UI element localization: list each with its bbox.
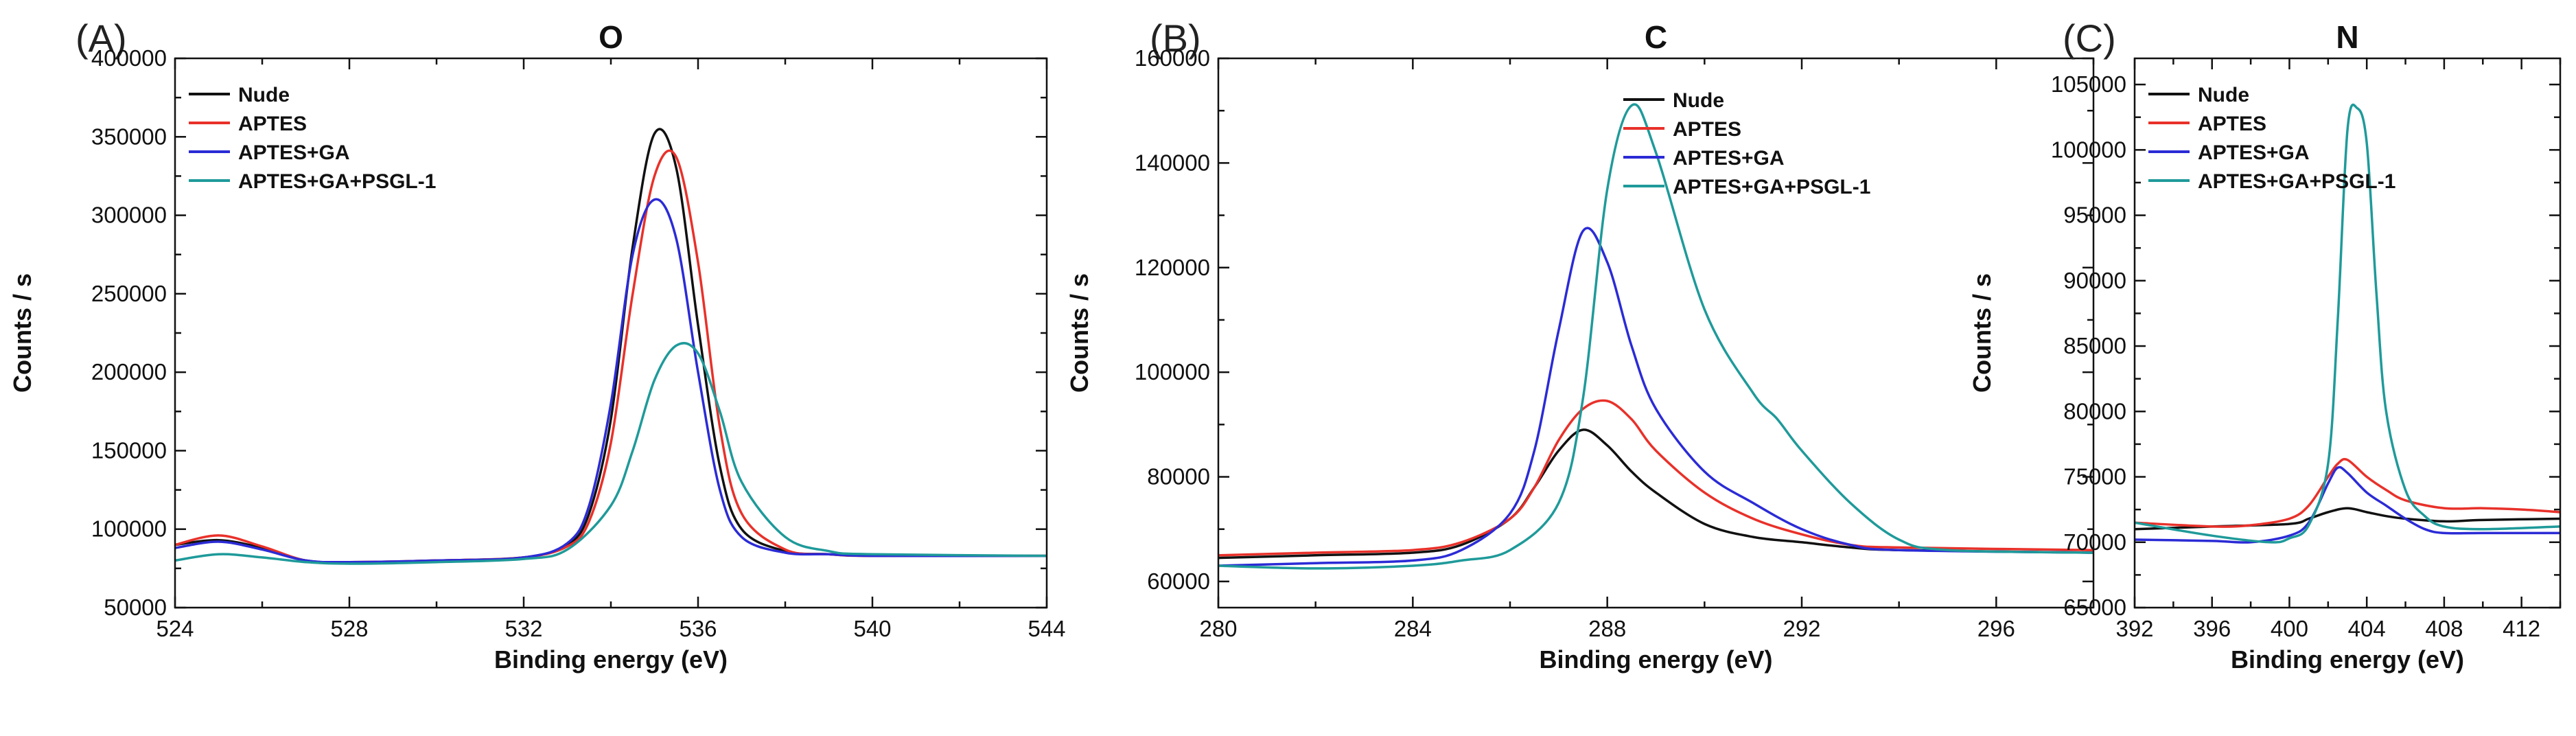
y-tick-label: 75000	[2063, 464, 2126, 490]
plot-frame	[1217, 57, 2095, 609]
chart-title: N	[2336, 19, 2358, 55]
x-tick-label: 280	[1199, 616, 1237, 641]
chart-panel-1: (B) C 280 284 288 292 296 60000 80000 100000 12000…	[1065, 16, 2095, 674]
x-tick-label: 296	[1977, 616, 2015, 641]
legend-label: Nude	[2198, 84, 2249, 106]
y-tick-label: 70000	[2063, 529, 2126, 555]
x-tick-label: 408	[2425, 616, 2463, 641]
chart-title: C	[1645, 19, 1667, 55]
legend-label: Nude	[238, 84, 290, 106]
y-axis-label: Counts / s	[1065, 273, 1093, 393]
y-tick-label: 105000	[2051, 71, 2126, 97]
x-tick-label: 536	[679, 616, 717, 641]
series-line-aptes-ga	[1218, 227, 2093, 567]
legend-label: APTES	[238, 113, 307, 135]
x-tick-label: 404	[2348, 616, 2386, 641]
series-line-aptes-ga-psgl-1	[2135, 103, 2560, 544]
series-line-aptes	[175, 149, 1047, 564]
y-tick-label: 140000	[1135, 150, 1210, 175]
x-tick-label: 524	[156, 616, 194, 641]
y-tick-label: 300000	[91, 203, 167, 228]
x-axis-label: Binding energy (eV)	[494, 645, 728, 674]
x-tick-label: 528	[330, 616, 368, 641]
y-tick-label: 100000	[91, 516, 167, 542]
legend-label: APTES+GA+PSGL-1	[238, 170, 436, 193]
x-tick-label: 392	[2115, 616, 2153, 641]
y-tick-label: 100000	[2051, 137, 2126, 162]
chart-panel-2: (C) N 392 396 400 404 408 412 65000 70000 75000 800…	[1968, 16, 2562, 674]
y-tick-label: 80000	[1147, 464, 1210, 490]
chart-title: O	[599, 19, 623, 55]
x-tick-label: 400	[2271, 616, 2308, 641]
x-tick-label: 288	[1588, 616, 1626, 641]
legend-label: APTES	[2198, 113, 2266, 135]
legend-label: Nude	[1673, 89, 1724, 112]
series-line-aptes-ga	[175, 198, 1047, 564]
y-tick-label: 95000	[2063, 203, 2126, 228]
x-tick-label: 284	[1394, 616, 1432, 641]
legend-label: APTES+GA	[2198, 141, 2310, 164]
series-line-aptes-ga-psgl-1	[175, 342, 1047, 565]
series-line-aptes-ga	[2135, 465, 2560, 544]
x-tick-label: 540	[853, 616, 891, 641]
series-line-aptes	[1218, 399, 2093, 557]
y-tick-label: 65000	[2063, 595, 2126, 620]
panel-letter: (C)	[2063, 16, 2116, 60]
y-tick-label: 400000	[91, 45, 167, 71]
panel-letter: (A)	[76, 16, 127, 60]
y-axis-label: Counts / s	[8, 273, 36, 393]
legend-label: APTES+GA	[238, 141, 350, 164]
y-tick-label: 160000	[1135, 45, 1210, 71]
plot-frame	[2133, 57, 2562, 609]
y-axis-label: Counts / s	[1968, 273, 1996, 393]
x-tick-label: 292	[1783, 616, 1820, 641]
legend-label: APTES+GA+PSGL-1	[2198, 170, 2395, 193]
chart-panel-0: (A) O 524 528 532 536 540 544 50000 100000 150000 2…	[8, 16, 1066, 674]
x-tick-label: 412	[2503, 616, 2540, 641]
x-axis-label: Binding energy (eV)	[2231, 645, 2464, 674]
series-line-nude	[175, 128, 1047, 564]
series-line-aptes-ga-psgl-1	[1218, 103, 2093, 570]
y-tick-label: 200000	[91, 359, 167, 384]
y-tick-label: 90000	[2063, 268, 2126, 293]
series-line-aptes	[2135, 458, 2560, 528]
y-tick-label: 85000	[2063, 333, 2126, 358]
y-tick-label: 80000	[2063, 398, 2126, 424]
y-tick-label: 50000	[104, 595, 167, 620]
plot-frame	[174, 57, 1048, 609]
legend-label: APTES+GA	[1673, 147, 1785, 170]
y-tick-label: 350000	[91, 124, 167, 149]
y-tick-label: 150000	[91, 437, 167, 463]
x-tick-label: 532	[504, 616, 542, 641]
legend-label: APTES+GA+PSGL-1	[1673, 176, 1870, 198]
x-axis-label: Binding energy (eV)	[1539, 645, 1772, 674]
panel-letter: (B)	[1150, 16, 1201, 60]
y-tick-label: 250000	[91, 281, 167, 306]
x-tick-label: 544	[1028, 616, 1065, 641]
legend-label: APTES	[1673, 118, 1741, 141]
y-tick-label: 60000	[1147, 568, 1210, 594]
y-tick-label: 100000	[1135, 359, 1210, 384]
series-line-nude	[1218, 428, 2093, 560]
x-tick-label: 396	[2193, 616, 2231, 641]
y-tick-label: 120000	[1135, 255, 1210, 280]
